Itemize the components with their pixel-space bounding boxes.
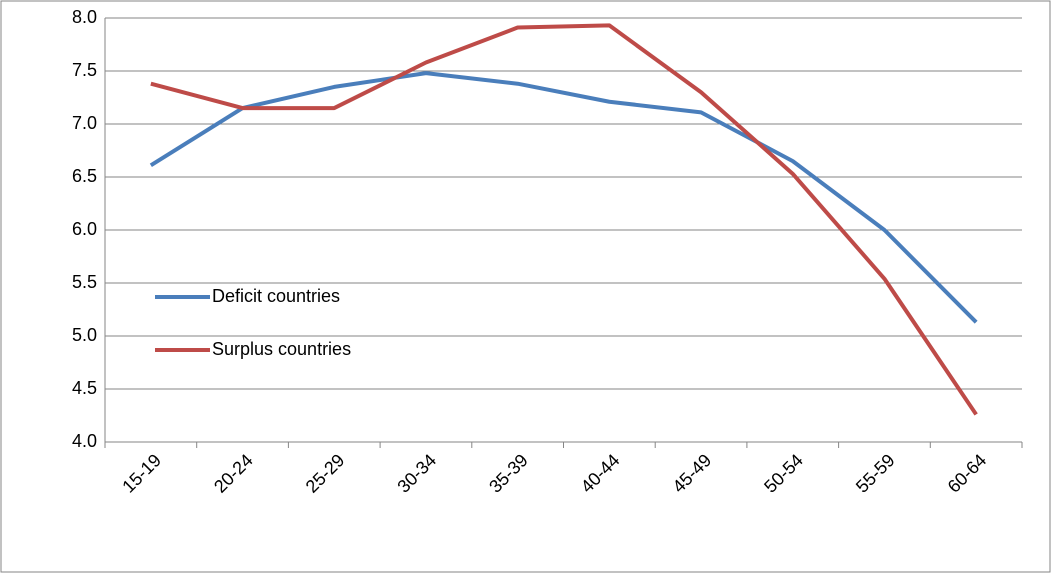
- y-tick-label: 4.5: [72, 378, 97, 398]
- legend-label: Surplus countries: [212, 339, 351, 359]
- y-tick-label: 6.0: [72, 219, 97, 239]
- y-tick-label: 8.0: [72, 7, 97, 27]
- legend-label: Deficit countries: [212, 286, 340, 306]
- y-tick-label: 4.0: [72, 431, 97, 451]
- series-line: [150, 23, 978, 416]
- y-tick-label: 5.0: [72, 325, 97, 345]
- y-tick-label: 6.5: [72, 166, 97, 186]
- series-line: [149, 71, 978, 324]
- y-tick-label: 7.0: [72, 113, 97, 133]
- y-tick-label: 5.5: [72, 272, 97, 292]
- y-tick-label: 7.5: [72, 60, 97, 80]
